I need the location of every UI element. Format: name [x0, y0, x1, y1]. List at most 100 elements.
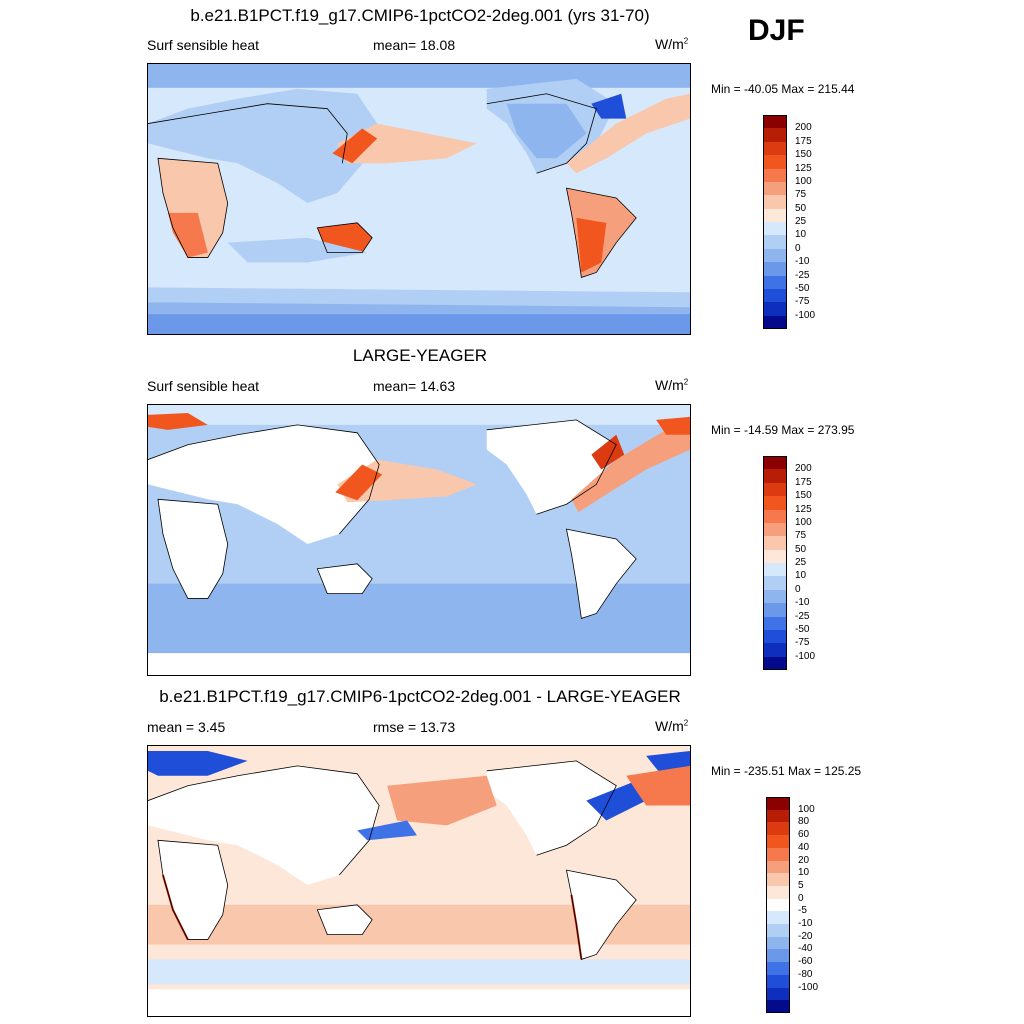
colorbar-tick-label: 0: [798, 892, 804, 904]
colorbar-tick-label: 25: [795, 216, 807, 227]
colorbar-swatch: [764, 181, 786, 196]
colorbar-swatch: [764, 496, 786, 510]
panel-3-units: W/m2: [655, 718, 689, 734]
colorbar-tick-label: -100: [798, 981, 819, 993]
colorbar-swatch: [764, 275, 786, 289]
colorbar-swatch: [767, 974, 789, 988]
colorbar-tick-label: -40: [798, 943, 813, 955]
colorbar-tick-label: -50: [795, 282, 810, 294]
colorbar-swatch: [764, 208, 786, 222]
colorbar-swatch: [764, 195, 786, 209]
colorbar-tick-label: -75: [795, 637, 810, 649]
colorbar-swatch: [764, 128, 786, 142]
colorbar-swatch: [764, 235, 786, 249]
colorbar-swatch: [764, 643, 786, 657]
colorbar-swatch: [767, 898, 789, 912]
panel-1-mean-label: mean= 18.08: [373, 37, 456, 53]
panel-3-title: b.e21.B1PCT.f19_g17.CMIP6-1pctCO2-2deg.0…: [159, 687, 681, 706]
colorbar-swatch: [764, 469, 786, 483]
colorbar-swatch: [764, 155, 786, 169]
colorbar-tick-label: 100: [795, 175, 812, 187]
colorbar-swatch: [767, 911, 789, 925]
colorbar-tick-label: 0: [795, 242, 801, 254]
colorbar-tick-label: 200: [795, 122, 812, 134]
colorbar-swatch: [764, 549, 786, 563]
colorbar-swatch: [767, 987, 789, 1001]
panel-3-minmax: Min = -235.51 Max = 125.25: [711, 764, 862, 778]
colorbar-tick-label: 150: [795, 149, 812, 161]
colorbar-swatch: [767, 962, 789, 975]
colorbar-swatch: [764, 656, 786, 670]
colorbar-swatch: [764, 115, 786, 129]
colorbar-tick-label: 100: [795, 516, 812, 528]
colorbar-tick-label: -75: [795, 296, 810, 308]
colorbar-swatch: [764, 603, 786, 617]
colorbar-swatch: [767, 835, 789, 848]
colorbar-swatch: [764, 589, 786, 604]
colorbar-swatch: [764, 288, 786, 303]
colorbar-swatch: [764, 248, 786, 263]
colorbar-tick-label: 100: [798, 803, 815, 815]
colorbar-swatch: [764, 576, 786, 590]
colorbar-tick-label: -25: [795, 610, 810, 622]
colorbar-tick-label: 175: [795, 135, 812, 147]
panel-1-title: b.e21.B1PCT.f19_g17.CMIP6-1pctCO2-2deg.0…: [190, 6, 650, 25]
colorbar-tick-label: 50: [795, 202, 807, 214]
panel-1-map: [147, 63, 691, 335]
colorbar-swatch: [764, 536, 786, 550]
panel-2-mean-label: mean= 14.63: [373, 378, 456, 394]
colorbar-tick-label: -100: [795, 309, 816, 321]
colorbar-tick-label: 125: [795, 162, 812, 174]
colorbar-tick-label: 10: [795, 229, 807, 241]
colorbar-swatch: [764, 315, 786, 329]
colorbar-tick-label: 75: [795, 189, 807, 201]
colorbar-tick-label: -20: [798, 930, 813, 942]
colorbar-tick-label: -10: [798, 918, 813, 930]
colorbar-swatch: [764, 522, 786, 537]
colorbar-tick-label: 40: [798, 841, 810, 853]
colorbar-swatch: [767, 873, 789, 886]
panel-2-variable-label: Surf sensible heat: [147, 378, 260, 394]
colorbar-swatch: [767, 809, 789, 823]
colorbar-tick-label: 25: [795, 557, 807, 568]
panel-1-minmax: Min = -40.05 Max = 215.44: [711, 82, 855, 96]
colorbar-tick-label: -10: [795, 597, 810, 609]
colorbar-tick-label: 175: [795, 476, 812, 488]
colorbar-tick-label: 125: [795, 503, 812, 515]
colorbar-tick-label: 5: [798, 879, 804, 891]
colorbar-swatch: [767, 1000, 789, 1013]
panel-2-map: [147, 404, 691, 676]
panel-2-title: LARGE-YEAGER: [352, 346, 488, 365]
panel-2-minmax: Min = -14.59 Max = 273.95: [711, 423, 855, 437]
colorbar-swatch: [767, 936, 789, 950]
colorbar-swatch: [764, 168, 786, 182]
colorbar-swatch: [767, 949, 789, 963]
colorbar-tick-label: 20: [798, 854, 810, 866]
panel-3-rmse-label: rmse = 13.73: [373, 719, 456, 735]
season-label: DJF: [748, 14, 805, 47]
colorbar-swatch: [764, 563, 786, 577]
colorbar-tick-label: -10: [795, 256, 810, 268]
panel-1-variable-label: Surf sensible heat: [147, 37, 260, 53]
panel-2-units: W/m2: [655, 377, 689, 393]
colorbar-tick-label: -100: [795, 650, 816, 662]
colorbar-tick-label: -25: [795, 269, 810, 281]
colorbar-swatch: [767, 847, 789, 861]
panel-3-map: [147, 745, 691, 1017]
colorbar-swatch: [764, 262, 786, 276]
colorbar-swatch: [764, 302, 786, 316]
panel-3-mean-label: mean = 3.45: [147, 719, 226, 735]
panel-1-units: W/m2: [655, 36, 689, 52]
colorbar-tick-label: 60: [798, 829, 810, 841]
colorbar-tick-label: -80: [798, 968, 813, 980]
colorbar-tick-label: 50: [795, 543, 807, 555]
colorbar-swatch: [767, 924, 789, 937]
colorbar-tick-label: 0: [795, 583, 801, 595]
colorbar-tick-label: 10: [795, 570, 807, 582]
colorbar-swatch: [764, 141, 786, 156]
colorbar-swatch: [764, 616, 786, 630]
colorbar-tick-label: 75: [795, 530, 807, 542]
colorbar-swatch: [767, 885, 789, 899]
colorbar-swatch: [764, 456, 786, 470]
colorbar-tick-label: 10: [798, 867, 810, 879]
